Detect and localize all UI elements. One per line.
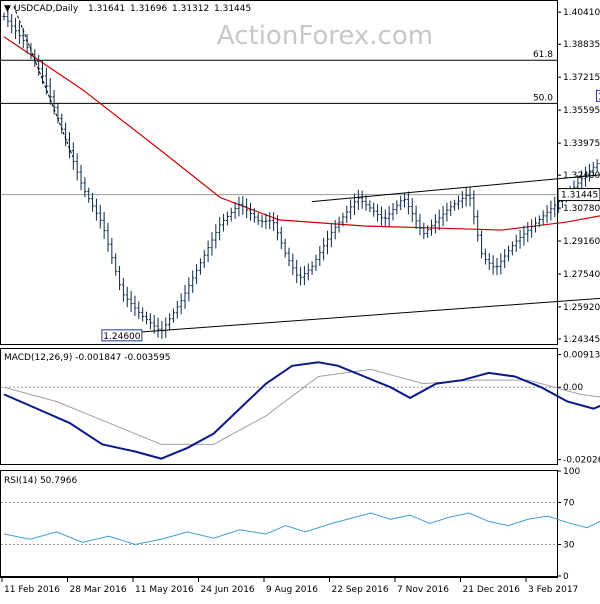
price-y-tick-label: 1.24345 [563,335,600,345]
macd-y-tick-label: -0.020269 [563,456,600,466]
header-low: 1.31312 [172,4,209,14]
ema-line [3,36,600,231]
price-y-tick-label: 1.32400 [563,171,600,181]
annotation-box [101,329,143,342]
macd-label: MACD(12,26,9) -0.001847 -0.003595 [4,353,170,363]
macd-signal-line [3,368,600,445]
dashed-trendline [13,6,74,158]
price-trendline [311,174,600,203]
macd-panel-frame [0,348,558,465]
x-tick-label: 3 Feb 2017 [528,585,578,595]
price-y-tick-label: 1.33975 [563,139,600,149]
macd-y-tick-label: 0.00 [563,383,583,393]
x-tick-label: 9 Aug 2016 [266,585,318,595]
annotation-label: 1.24600 [103,332,140,342]
fib-level-label: 50.0 [533,93,553,103]
rsi-y-tick-label: 30 [563,541,575,551]
x-tick-label: 24 Jun 2016 [201,585,255,595]
annotation-box [595,89,600,102]
price-trendline [115,297,600,335]
price-panel-frame [0,0,558,345]
price-layer: 61.850.01.359801.296801.24600 [1,6,600,342]
rsi-y-tick-label: 0 [563,572,569,582]
fib-level-label: 61.8 [533,50,553,60]
rsi-panel-frame [0,470,558,577]
price-y-tick-label: 1.35595 [563,106,600,116]
x-tick-label: 28 Mar 2016 [70,585,127,595]
x-tick-label: 21 Dec 2016 [463,585,521,595]
header-close: 1.31445 [214,4,251,14]
rsi-layer [1,502,600,546]
axes-layer: 1.40410 1.38835 1.37215 1.35595 1.33975 1.324… [1,8,600,595]
price-y-tick-label: 1.37215 [563,73,600,83]
rsi-line [3,512,600,546]
annotation-label: 1.35980 [598,92,600,102]
price-y-tick-label: 1.30780 [563,204,600,214]
rsi-y-tick-label: 100 [563,467,580,477]
x-tick-label: 7 Nov 2016 [397,585,449,595]
symbol-title: USDCAD,Daily [14,4,79,14]
current-price-tag [557,188,600,202]
price-y-tick-label: 1.27540 [563,270,600,280]
chart-header: ▼ USDCAD,Daily 1.31641 1.31696 1.31312 1… [4,4,251,14]
macd-y-tick-label: 0.009132 [563,351,600,361]
macd-line [3,361,600,460]
header-open: 1.31641 [88,4,125,14]
rsi-y-tick-label: 70 [563,499,575,509]
x-tick-label: 11 Feb 2016 [4,585,60,595]
watermark: ActionForex.com [217,21,433,51]
rsi-label: RSI(14) 50.7966 [4,476,77,486]
macd-layer [1,361,600,460]
price-y-tick-label: 1.38835 [563,40,600,50]
current-price-label: 1.31445 [561,191,598,201]
price-y-tick-label: 1.25920 [563,303,600,313]
x-tick-label: 22 Sep 2016 [332,585,389,595]
x-tick-label: 11 May 2016 [135,585,194,595]
price-y-tick-label: 1.29160 [563,237,600,247]
header-high: 1.31696 [130,4,167,14]
price-y-tick-label: 1.40410 [563,8,600,18]
header-arrow-icon: ▼ [4,4,11,14]
